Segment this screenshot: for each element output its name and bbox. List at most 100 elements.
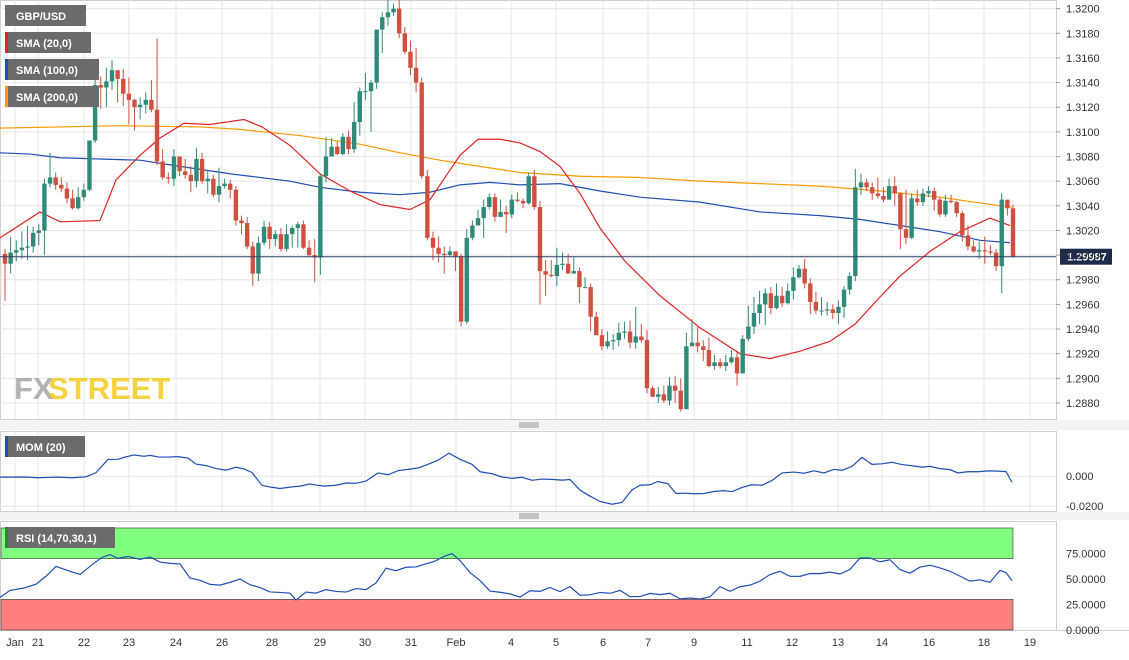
candle-down [948,200,954,203]
candlesticks [2,0,1016,412]
candle-up [47,177,53,184]
x-tick-label: 23 [123,637,135,649]
legend-label: SMA (20,0) [16,38,72,50]
panel-resize-handles[interactable] [519,422,539,519]
candle-down [768,293,774,309]
last-price-marker: 1.29987 [0,248,1112,265]
candle-up [194,158,199,182]
candle-down [70,198,75,209]
candle-down [115,70,120,79]
legend-color-swatch [5,32,8,53]
candle-down [228,183,233,190]
candle-down [875,193,881,196]
candle-down [971,246,976,252]
candle-down [419,82,424,177]
candle-up [824,309,830,311]
candle-down [267,226,272,240]
price-tick-label: 1.3200 [1066,4,1100,16]
candle-up [571,271,576,274]
x-tick-label: 31 [405,637,417,649]
legend-label: GBP/USD [16,11,66,23]
candle-down [537,207,543,272]
legends: GBP/USD SMA (20,0) SMA (100,0) SMA (200,0) M… [5,5,115,548]
candle-up [374,29,379,83]
candle-down [458,256,464,322]
candle-up [763,293,768,305]
candle-up [920,193,926,203]
rsi-oversold-zone [0,599,1014,631]
price-tick-label: 1.2920 [1066,349,1100,361]
candle-up [977,250,982,252]
candle-down [425,176,430,238]
fxstreet-logo: FX STREET [14,371,170,406]
legend-item-box [5,59,99,80]
candle-up [723,362,729,367]
candle-down [627,331,633,343]
candle-down [436,247,441,254]
candle-up [689,342,695,347]
candle-up [284,234,289,249]
candle-down [599,335,605,347]
candle-up [751,313,757,327]
candle-down [453,251,458,257]
candle-up [30,232,36,247]
candle-down [779,295,785,304]
candle-up [205,178,210,182]
rsi-tick-label: 25.0000 [1066,600,1106,612]
candle-down [982,250,988,252]
candle-down [149,99,154,110]
price-tick-label: 1.3120 [1066,102,1100,114]
candle-down [1005,199,1010,209]
x-tick-label: 24 [170,637,182,649]
legend-color-swatch [5,86,8,107]
candle-down [903,229,909,238]
candle-up [757,304,762,314]
rsi-tick-label: 50.0000 [1066,574,1106,586]
candle-up [943,200,948,215]
candle-up [351,122,357,150]
candle-up [81,189,87,198]
candle-down [413,67,419,83]
candle-down [960,213,965,236]
candle-down [864,182,869,188]
x-tick-label: 21 [32,637,44,649]
price-tick-label: 1.2880 [1066,398,1100,410]
candle-up [137,104,143,108]
rsi-tick-label: 75.0000 [1066,549,1106,561]
candle-up [92,85,98,141]
candle-down [937,199,942,215]
price-tick-label: 1.3040 [1066,201,1100,213]
candle-up [785,290,790,304]
candle-up [487,197,492,208]
candle-up [999,199,1004,267]
price-tick-label: 1.3100 [1066,127,1100,139]
last-price-box [1060,248,1112,265]
candle-down [644,340,650,389]
candle-down [701,346,706,350]
legend-item-box [5,86,99,107]
x-tick-label: 13 [832,637,844,649]
candle-down [543,271,548,275]
candle-up [729,357,734,363]
candle-up [380,17,385,30]
rsi-legend-swatch [5,527,8,548]
candle-down [64,188,70,199]
candle-up [222,183,227,187]
candle-down [577,271,582,288]
momentum-legend-box [5,436,85,457]
candle-down [503,211,509,215]
candle-down [211,178,216,195]
rsi-legend-label: RSI (14,70,30,1) [16,533,97,545]
candle-up [76,197,81,209]
legend-label: SMA (100,0) [16,65,78,77]
candle-down [132,99,137,108]
candle-down [335,146,340,155]
candle-up [475,218,481,226]
candle-down [639,336,644,341]
candle-up [357,91,362,123]
candle-down [549,274,554,277]
price-tick-label: 1.2940 [1066,324,1100,336]
candle-up [853,187,858,277]
momentum-tick-label: 0.000 [1066,471,1094,483]
candle-down [278,234,284,249]
